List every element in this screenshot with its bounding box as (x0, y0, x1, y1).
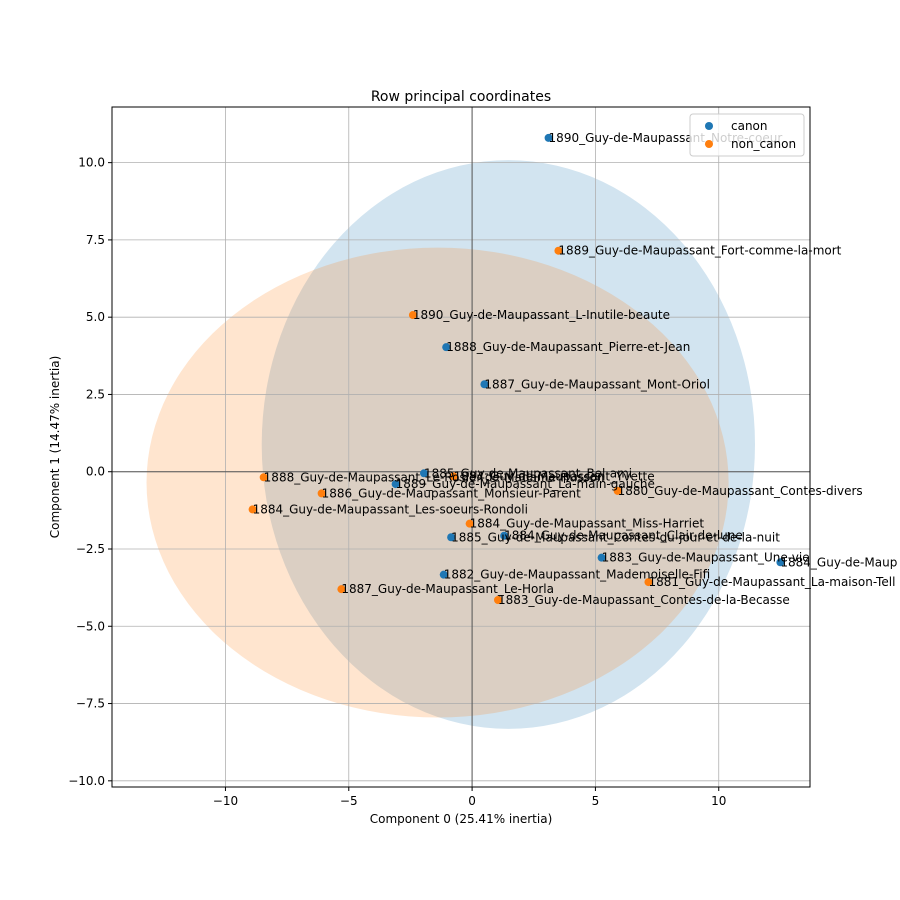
y-tick-label: 5.0 (86, 310, 105, 324)
ellipse-non-canon (146, 247, 729, 718)
point-label: 1885_Guy-de-Maupassant_Contes-du-jour-et… (451, 530, 780, 544)
ellipse-canon (261, 160, 755, 729)
legend-box (689, 113, 805, 157)
point-label: 1884_Guy-de-Maupassant_Yvette (454, 469, 655, 483)
point-non-canon (248, 505, 257, 514)
plot-frame (111, 106, 811, 788)
x-tick-label: 0 (468, 794, 476, 808)
point-non-canon (259, 473, 268, 482)
point-label: 1888_Guy-de-Maupassant_Pierre-et-Jean (446, 340, 690, 354)
y-tick-label: −10.0 (68, 774, 105, 788)
legend-label-canon: canon (731, 119, 768, 133)
confidence-ellipses (146, 160, 755, 729)
point-canon (439, 570, 448, 579)
point-label: 1890_Guy-de-Maupassant_L-Inutile-beaute (413, 308, 670, 322)
point-non-canon (317, 489, 326, 498)
point-non-canon (465, 519, 474, 528)
y-tick-label: −7.5 (76, 697, 105, 711)
y-tick-label: 2.5 (86, 387, 105, 401)
point-canon (447, 533, 456, 542)
point-canon (544, 133, 553, 142)
y-axis-label: Component 1 (14.47% inertia) (48, 356, 62, 539)
point-label: 1885_Guy-de-Maupassant_Bel-ami (424, 466, 632, 480)
point-canon (420, 469, 429, 478)
legend-marker-canon (705, 122, 713, 130)
point-canon (500, 531, 509, 540)
axis-ticks: −10 −5 0 5 10 −10.0 −7.5 −5.0 −2.5 0.0 2.5 5.0 7.5 10… (68, 156, 726, 808)
point-label: 1886_Guy-de-Maupassant_Monsieur-Parent (322, 486, 582, 500)
point-label: 1889_Guy-de-Maupassant_La-main-gauche (396, 477, 655, 491)
zero-lines (112, 107, 810, 787)
point-label: 1884_Guy-de-Maup (780, 555, 897, 569)
y-tick-label: 10.0 (78, 156, 105, 170)
point-canon (442, 343, 451, 352)
x-axis-label: Component 0 (25.41% inertia) (370, 812, 553, 826)
x-tick-label: −5 (340, 794, 358, 808)
x-tick-label: 10 (711, 794, 726, 808)
point-label: 1887_Guy-de-Maupassant_Le-Horla (341, 582, 554, 596)
point-canon (597, 553, 606, 562)
y-tick-label: −5.0 (76, 619, 105, 633)
point-label: 1882_Guy-de-Maupassant_Mademoiselle-Fifi (444, 568, 710, 582)
x-tick-label: 5 (592, 794, 600, 808)
point-label: 1883_Guy-de-Maupassant_Une-vie (602, 551, 810, 565)
y-tick-label: −2.5 (76, 542, 105, 556)
legend: canon non_canon (689, 113, 805, 157)
point-label: 1887_Guy-de-Maupassant_Mont-Oriol (484, 377, 710, 391)
point-non-canon (493, 596, 502, 604)
point-non-canon (408, 311, 417, 320)
chart-title: Row principal coordinates (371, 89, 551, 105)
point-label: 1884_Guy-de-Maupassant_Clair-de-lune (504, 529, 743, 543)
point-non-canon (613, 486, 622, 495)
y-tick-label: 7.5 (86, 233, 105, 247)
data-points (248, 133, 785, 604)
legend-marker-non-canon (705, 140, 713, 148)
point-non-canon (449, 472, 458, 481)
point-label: 1883_Guy-de-Maupassant_Contes-de-la-Beca… (498, 593, 790, 607)
y-tick-label: 0.0 (86, 465, 105, 479)
point-label: 1881_Guy-de-Maupassant_La-maison-Tell (648, 575, 895, 589)
point-canon (391, 480, 400, 489)
point-label: 1889_Guy-de-Maupassant_Fort-comme-la-mor… (558, 244, 841, 258)
point-canon (776, 558, 785, 567)
legend-label-non-canon: non_canon (731, 137, 796, 151)
point-label: 1888_Guy-de-Maupassant_Le-Rosier-de-Mada… (264, 470, 605, 484)
x-tick-label: −10 (213, 794, 238, 808)
point-label: 1884_Guy-de-Maupassant_Miss-Harriet (470, 517, 705, 531)
point-label: 1880_Guy-de-Maupassant_Contes-divers (618, 484, 863, 498)
point-canon (480, 380, 489, 389)
point-non-canon (644, 578, 653, 587)
point-non-canon (554, 246, 563, 255)
point-non-canon (337, 585, 346, 594)
point-label: 1884_Guy-de-Maupassant_Les-soeurs-Rondol… (253, 502, 528, 516)
